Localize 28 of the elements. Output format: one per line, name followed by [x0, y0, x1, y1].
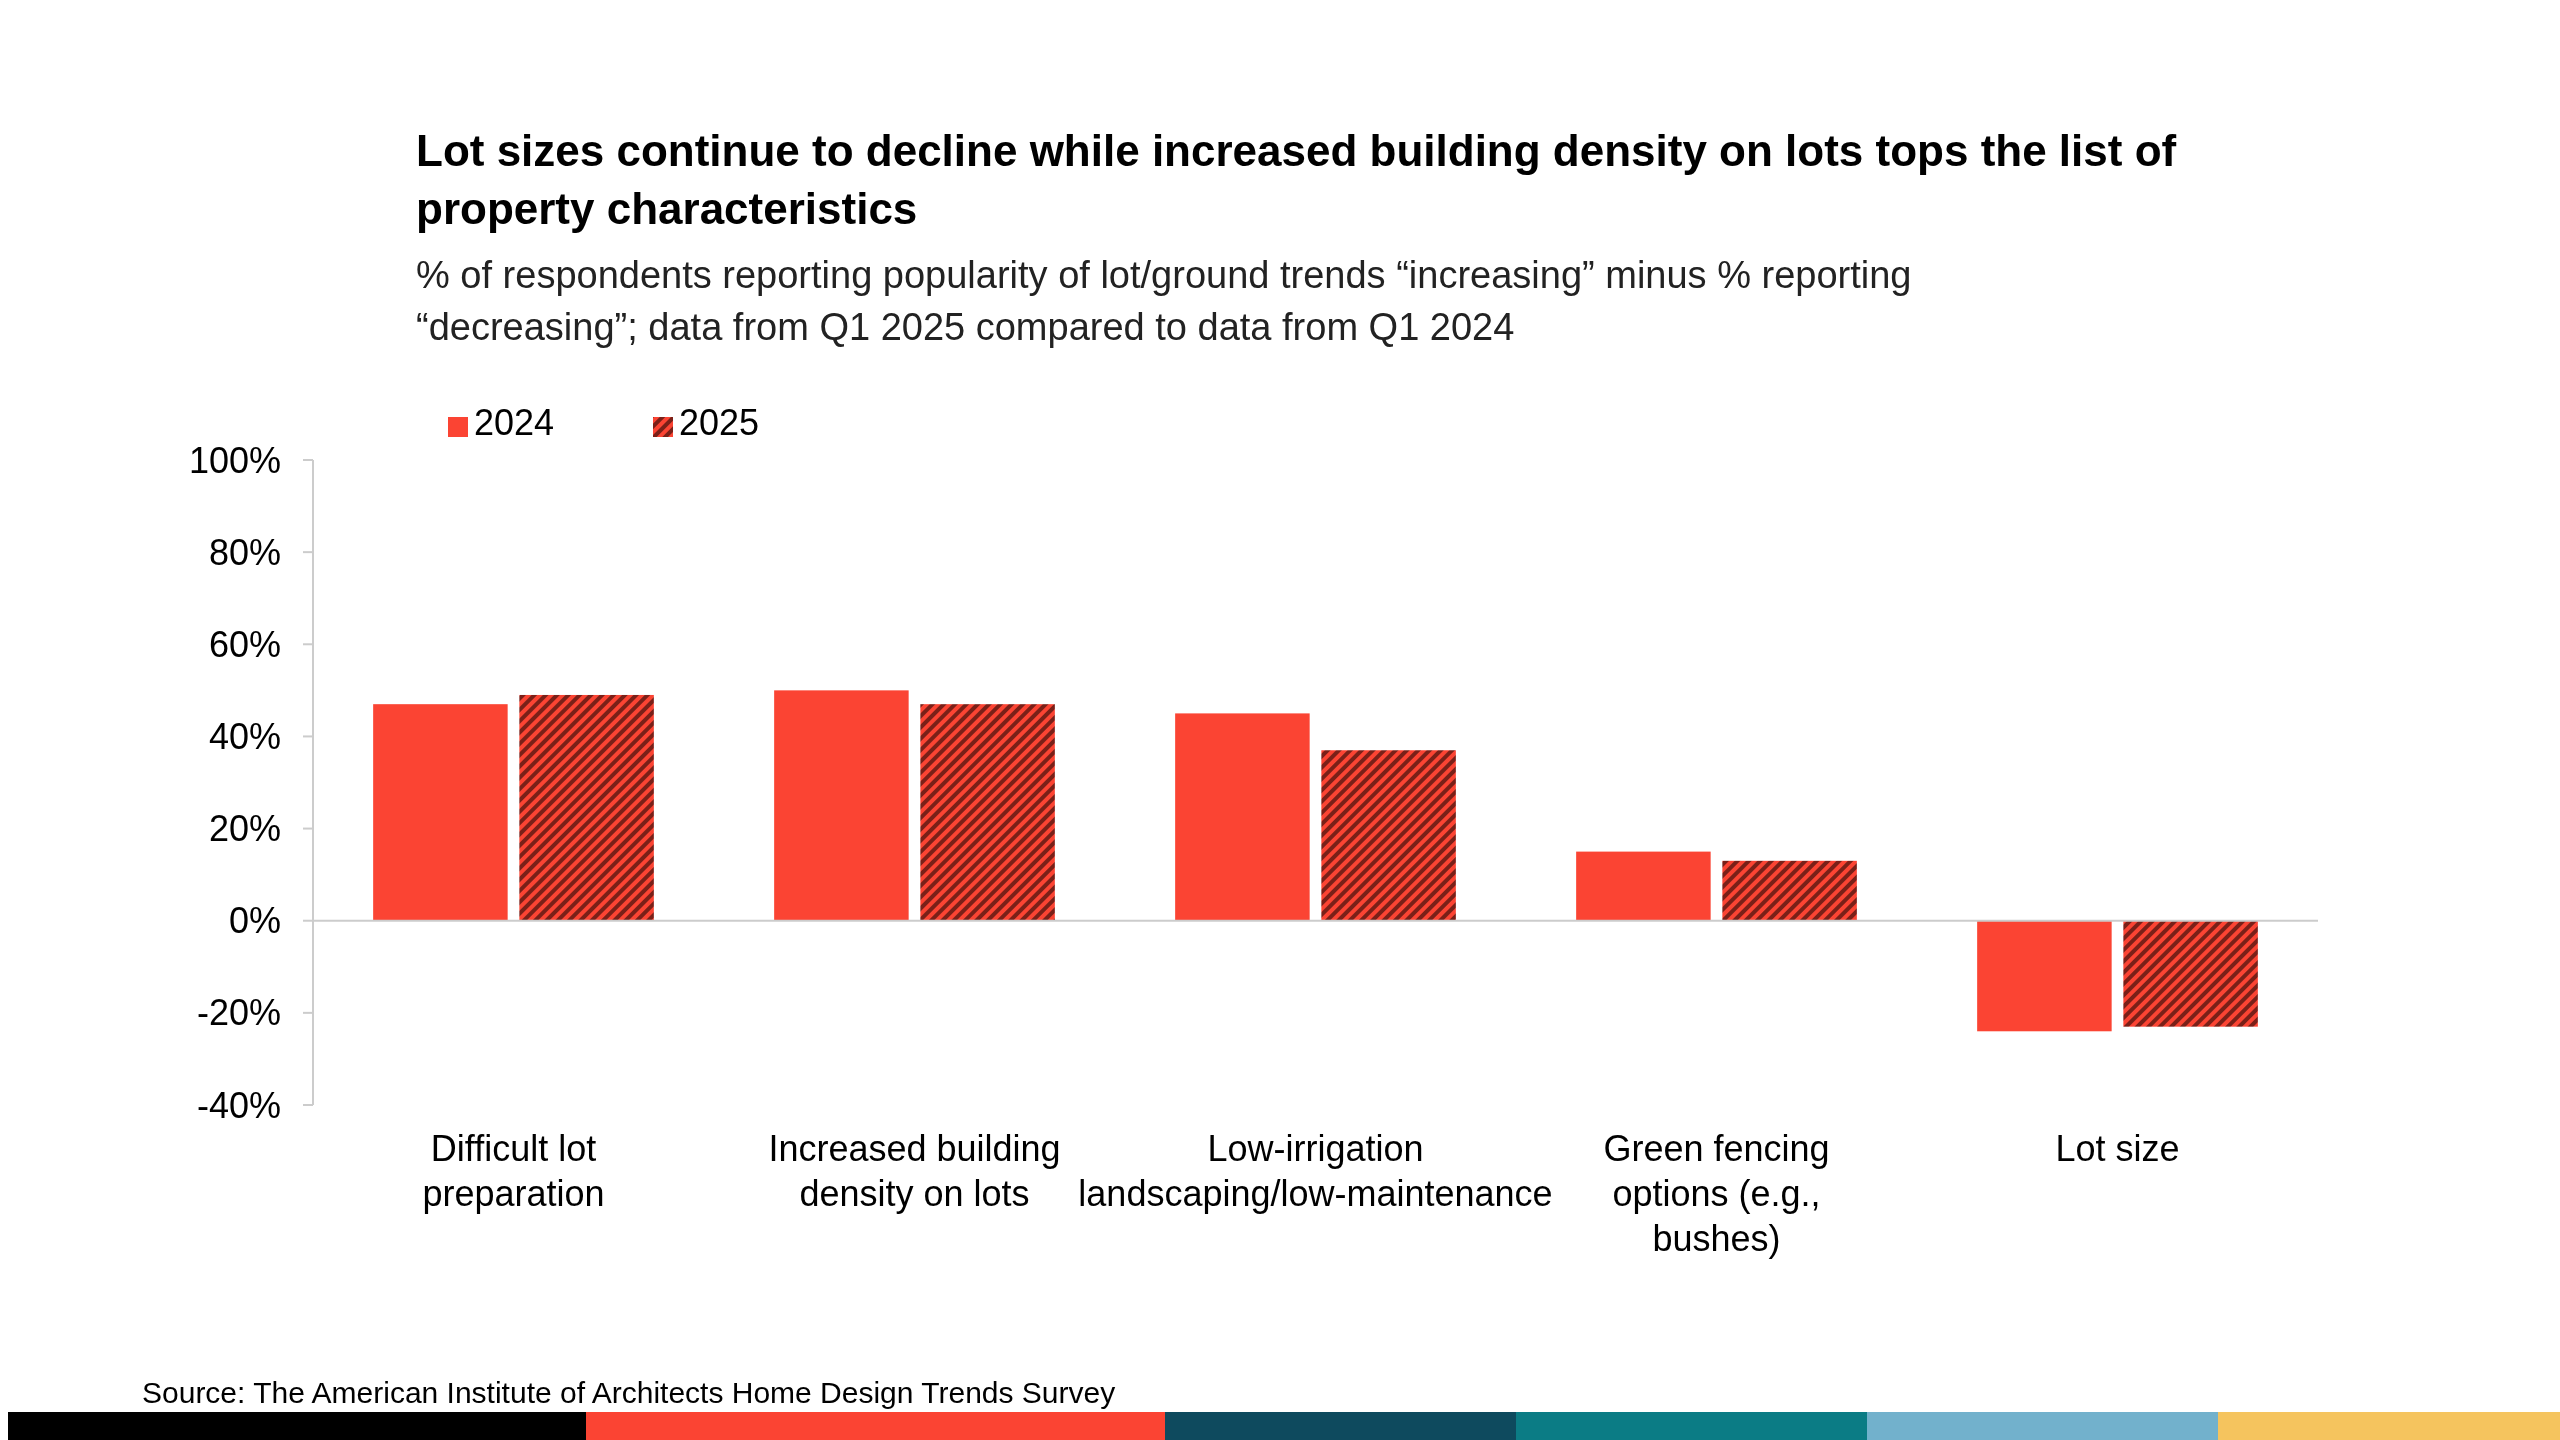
y-tick-label: 100%: [188, 439, 281, 481]
bar: [1977, 920, 2112, 1032]
x-tick-label: Green fencing options (e.g., bushes): [1603, 1128, 1830, 1259]
bar: [2123, 920, 2258, 1027]
bar: [774, 690, 909, 921]
bar: [920, 704, 1055, 921]
y-tick-label: 40%: [208, 716, 281, 758]
y-tick-label: 0%: [228, 900, 281, 942]
bar: [519, 694, 654, 921]
x-tick-label: Increased building density on lots: [768, 1128, 1061, 1214]
y-tick-label: -20%: [196, 992, 281, 1034]
legend-label: 2025: [679, 402, 760, 443]
bar: [373, 704, 508, 921]
chart-subtitle: % of respondents reporting popularity of lot/ground trends “increasing” minus % reporting “decreasing”; data from Q1 2025 compared to data from Q1 2024: [416, 254, 1912, 348]
source-note: Source: The American Institute of Architects Home Design Trends Survey: [142, 1376, 1116, 1409]
x-tick-label: Difficult lot preparation: [422, 1128, 605, 1214]
chart-title: Lot sizes continue to decline while increased building density on lots tops the list of property characteristics: [416, 126, 2177, 233]
y-tick-label: 20%: [208, 808, 281, 850]
x-tick-label: Low-irrigation landscaping/low-maintenance: [1078, 1128, 1553, 1214]
y-tick-label: 60%: [208, 623, 281, 665]
x-tick-label: Lot size: [2055, 1128, 2180, 1169]
legend-label: 2024: [474, 402, 555, 443]
bar: [1175, 713, 1310, 921]
bar: [1722, 860, 1857, 921]
bar: [1576, 851, 1711, 921]
y-tick-label: 80%: [208, 531, 281, 573]
bar: [1321, 750, 1456, 921]
y-tick-label: -40%: [196, 1084, 281, 1126]
